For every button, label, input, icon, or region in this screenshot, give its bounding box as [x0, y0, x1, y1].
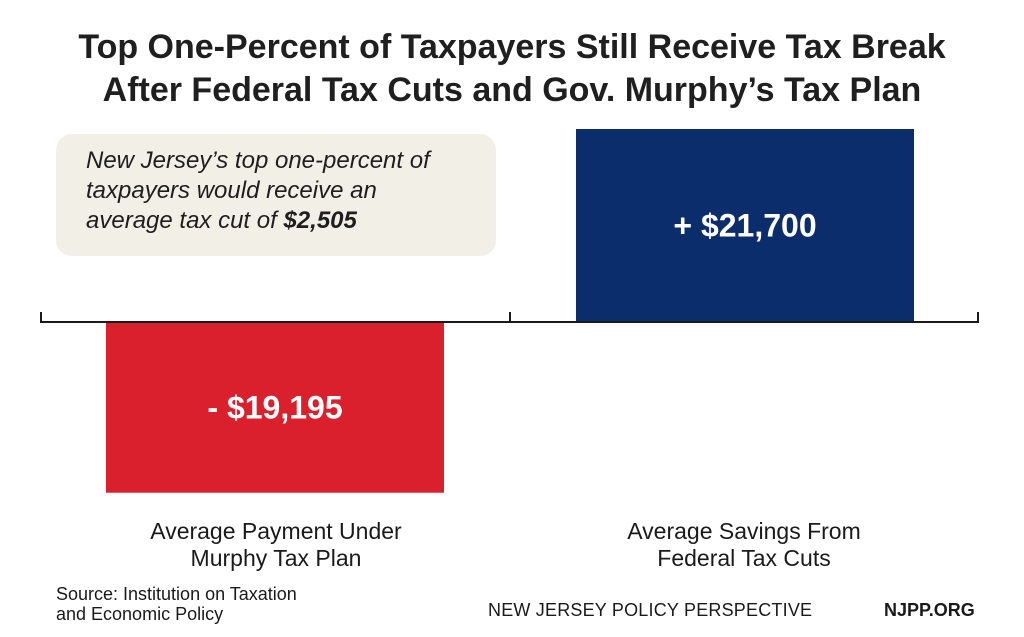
callout-line-3-prefix: average tax cut of	[86, 207, 284, 234]
title-line-2: After Federal Tax Cuts and Gov. Murphy’s…	[102, 71, 922, 109]
org-name: NEW JERSEY POLICY PERSPECTIVE	[488, 600, 813, 620]
source-note: Source: Institution on Taxation and Econ…	[56, 584, 297, 624]
title-line-1: Top One-Percent of Taxpayers Still Recei…	[78, 28, 946, 66]
category-label-federal: Average Savings From Federal Tax Cuts	[574, 518, 914, 572]
category-label-murphy-line-1: Average Payment Under	[150, 518, 402, 544]
data-label-federal-savings: + $21,700	[673, 208, 816, 244]
category-label-murphy: Average Payment Under Murphy Tax Plan	[106, 518, 446, 572]
bars-group	[106, 129, 914, 493]
axis-group	[40, 312, 979, 323]
callout-line-3-value: $2,505	[283, 207, 357, 234]
source-line-2: and Economic Policy	[56, 604, 224, 624]
bar-murphy-payment	[106, 322, 444, 493]
callout-box: New Jersey’s top one-percent of taxpayer…	[56, 134, 496, 256]
category-label-murphy-line-2: Murphy Tax Plan	[190, 545, 362, 571]
callout-line-2: taxpayers would receive an	[86, 177, 377, 204]
callout-line-1: New Jersey’s top one-percent of	[86, 147, 430, 174]
org-website: NJPP.ORG	[884, 600, 975, 620]
chart-title: Top One-Percent of Taxpayers Still Recei…	[0, 26, 1024, 112]
category-label-federal-line-1: Average Savings From	[627, 518, 861, 544]
bar-federal-savings	[576, 129, 914, 322]
labels-group: - $19,195 + $21,700	[207, 208, 816, 426]
data-label-murphy-payment: - $19,195	[207, 389, 342, 425]
source-line-1: Source: Institution on Taxation	[56, 584, 297, 604]
category-label-federal-line-2: Federal Tax Cuts	[657, 545, 831, 571]
callout-text: New Jersey’s top one-percent of taxpayer…	[86, 146, 486, 236]
